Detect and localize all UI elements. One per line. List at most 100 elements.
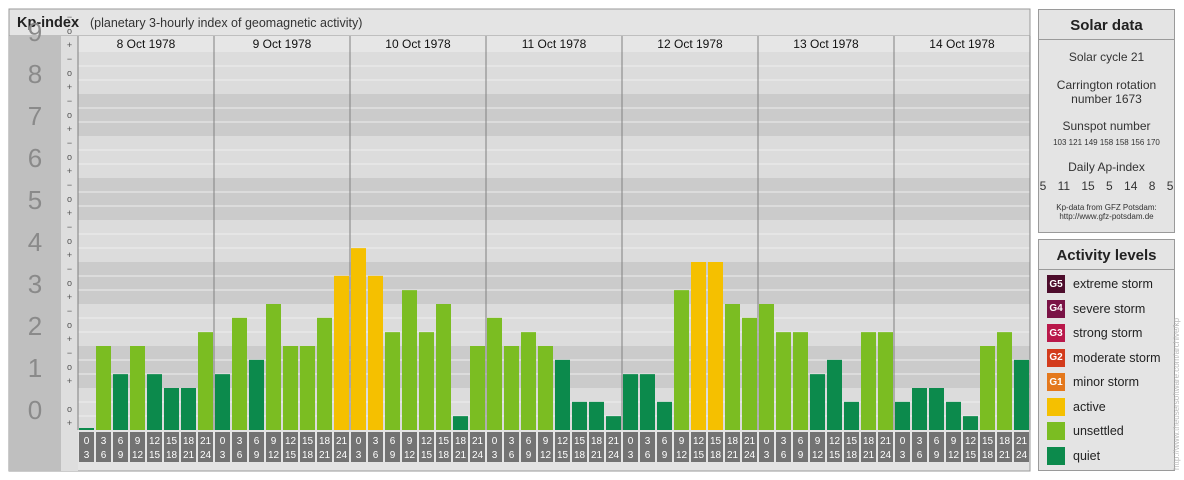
interval-start-label: 0 [84, 436, 90, 447]
interval-start-label: 12 [285, 436, 297, 447]
interval-box [640, 432, 655, 462]
interval-start-label: 12 [149, 436, 161, 447]
legend-label: moderate storm [1073, 350, 1161, 365]
ap-label: Daily Ap-index [1068, 160, 1145, 174]
interval-box [946, 432, 961, 462]
kp-bar [215, 374, 230, 430]
solar-cycle: Solar cycle 21 [1068, 50, 1145, 64]
interval-end-label: 18 [438, 450, 450, 461]
legend-label: quiet [1073, 448, 1101, 463]
interval-start-label: 0 [764, 436, 770, 447]
kp-bar [997, 332, 1012, 430]
interval-start-label: 6 [934, 436, 940, 447]
interval-start-label: 3 [645, 436, 651, 447]
interval-box [266, 432, 281, 462]
kp-bar [283, 346, 298, 430]
interval-start-label: 9 [271, 436, 277, 447]
interval-end-label: 9 [254, 450, 260, 461]
interval-box [997, 432, 1012, 462]
interval-box [334, 432, 349, 462]
sub-tick-label: o [67, 194, 72, 204]
kp-bar [674, 290, 689, 430]
y-axis-column [9, 36, 61, 471]
legend-swatch: G5 [1047, 275, 1065, 294]
interval-start-label: 15 [438, 436, 450, 447]
interval-start-label: 9 [951, 436, 957, 447]
interval-end-label: 9 [798, 450, 804, 461]
sub-tick-label: − [67, 12, 72, 22]
interval-start-label: 12 [829, 436, 841, 447]
day-label: 9 Oct 1978 [253, 37, 312, 51]
interval-end-label: 24 [608, 450, 620, 461]
kp-band [78, 220, 1030, 262]
interval-start-label: 21 [880, 436, 892, 447]
interval-start-label: 3 [373, 436, 379, 447]
source-url[interactable]: http://www.gfz-potsdam.de [1059, 212, 1154, 221]
interval-box [827, 432, 842, 462]
interval-end-label: 6 [101, 450, 107, 461]
interval-end-label: 9 [526, 450, 532, 461]
interval-box [725, 432, 740, 462]
interval-start-label: 18 [591, 436, 603, 447]
interval-box [453, 432, 468, 462]
legend-label: active [1073, 399, 1106, 414]
sub-tick-label: − [67, 222, 72, 232]
interval-end-label: 21 [591, 450, 603, 461]
kp-bar [419, 332, 434, 430]
interval-end-label: 15 [693, 450, 705, 461]
interval-start-label: 3 [917, 436, 923, 447]
interval-start-label: 18 [999, 436, 1011, 447]
sub-tick-label: − [67, 54, 72, 64]
kp-bar [402, 290, 417, 430]
interval-start-label: 6 [118, 436, 124, 447]
sunspot-values: 103 121 149 158 158 156 170 [1053, 138, 1160, 147]
interval-end-label: 21 [183, 450, 195, 461]
interval-start-label: 3 [781, 436, 787, 447]
interval-box [419, 432, 434, 462]
sub-tick-label: − [67, 180, 72, 190]
kp-bar [436, 304, 451, 430]
kp-bar [946, 401, 961, 430]
solar-data-title: Solar data [1039, 10, 1174, 40]
interval-end-label: 3 [84, 450, 90, 461]
interval-start-label: 15 [846, 436, 858, 447]
kp-bar [504, 346, 519, 430]
interval-box [742, 432, 757, 462]
interval-end-label: 12 [404, 450, 416, 461]
kp-bar [657, 401, 672, 430]
kp-bar [572, 401, 587, 430]
kp-band [78, 262, 1030, 304]
interval-end-label: 15 [965, 450, 977, 461]
interval-start-label: 15 [982, 436, 994, 447]
interval-start-label: 21 [1016, 436, 1028, 447]
interval-box [572, 432, 587, 462]
kp-bar [623, 374, 638, 430]
y-tick-label: 2 [28, 311, 42, 341]
kp-bar [793, 332, 808, 430]
interval-end-label: 15 [421, 450, 433, 461]
interval-box [963, 432, 978, 462]
day-header-strip [78, 36, 1030, 52]
legend-label: extreme storm [1073, 277, 1153, 292]
interval-end-label: 15 [149, 450, 161, 461]
chart-subtitle: (planetary 3-hourly index of geomagnetic… [90, 16, 362, 30]
kp-bar [351, 248, 366, 430]
interval-box [402, 432, 417, 462]
interval-end-label: 21 [727, 450, 739, 461]
sub-tick-label: + [67, 124, 72, 134]
interval-start-label: 9 [679, 436, 685, 447]
day-label: 12 Oct 1978 [657, 37, 723, 51]
kp-bar [334, 275, 349, 430]
interval-box [589, 432, 604, 462]
interval-box [96, 432, 111, 462]
interval-box [470, 432, 485, 462]
sub-tick-label: o [67, 110, 72, 120]
interval-box [249, 432, 264, 462]
interval-start-label: 21 [336, 436, 348, 447]
interval-end-label: 12 [676, 450, 688, 461]
interval-box [895, 432, 910, 462]
interval-box [232, 432, 247, 462]
interval-box [759, 432, 774, 462]
interval-start-label: 3 [237, 436, 243, 447]
